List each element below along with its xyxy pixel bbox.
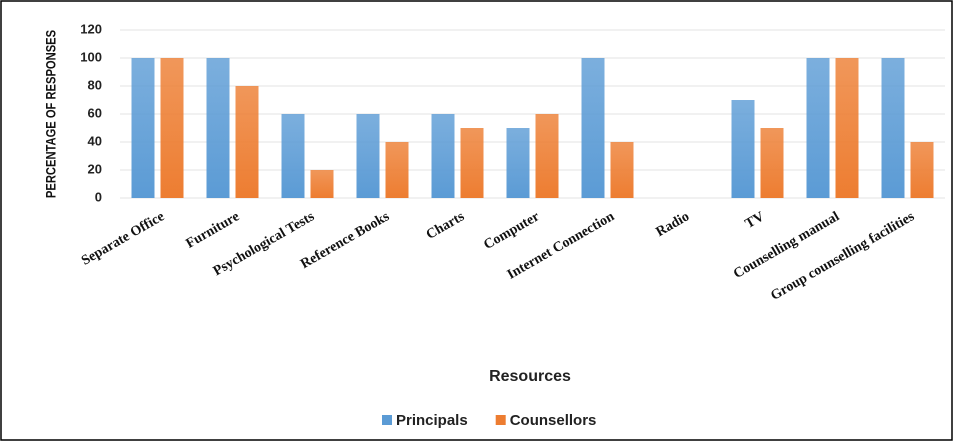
x-axis-title: Resources: [489, 368, 571, 385]
y-tick-label: 0: [95, 189, 102, 204]
y-axis-title: PERCENTAGE OF RESPONSES: [44, 30, 59, 198]
legend-swatch: [382, 415, 392, 425]
bar: [835, 58, 859, 198]
bar: [506, 128, 530, 198]
legend-label: Principals: [396, 412, 468, 429]
y-tick-label: 40: [88, 133, 102, 148]
bar: [460, 128, 484, 198]
y-tick-label: 120: [80, 21, 102, 36]
bar: [431, 114, 455, 198]
bar: [160, 58, 184, 198]
y-tick-label: 80: [88, 77, 102, 92]
bar: [535, 114, 559, 198]
bar: [581, 58, 605, 198]
bar: [910, 142, 934, 198]
bar: [385, 142, 409, 198]
y-tick-label: 20: [88, 161, 102, 176]
legend-label: Counsellors: [510, 412, 597, 429]
bar: [310, 170, 334, 198]
bar: [610, 142, 634, 198]
bar: [356, 114, 380, 198]
bar: [760, 128, 784, 198]
bar: [806, 58, 830, 198]
bar: [731, 100, 755, 198]
y-tick-label: 60: [88, 105, 102, 120]
bar: [131, 58, 155, 198]
bar: [235, 86, 259, 198]
bar: [881, 58, 905, 198]
bar: [206, 58, 230, 198]
bar: [281, 114, 305, 198]
legend-swatch: [495, 415, 506, 425]
y-tick-label: 100: [80, 49, 102, 64]
